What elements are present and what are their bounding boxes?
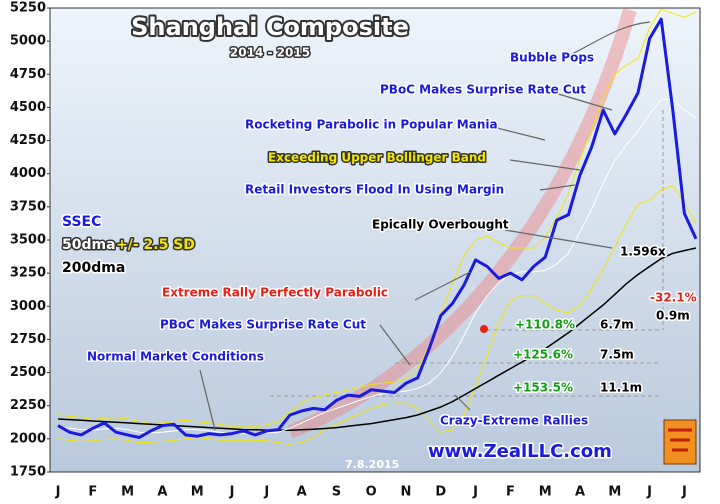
arrow [484, 124, 546, 141]
annotation: Exceeding Upper Bollinger Band [268, 151, 486, 165]
y-tick-label: 4500 [10, 100, 46, 115]
y-tick-label: 1750 [10, 465, 46, 480]
x-tick-label: M [539, 485, 552, 500]
y-tick-label: 2000 [10, 431, 46, 446]
chart-title: Shanghai Composite [131, 13, 409, 41]
legend-label: SSEC [62, 214, 101, 230]
y-tick-label: 5250 [10, 1, 46, 16]
arrow [544, 89, 613, 111]
y-tick-label: 4250 [10, 133, 46, 148]
x-tick-label: D [435, 485, 446, 500]
annotation: +110.8% [515, 318, 575, 332]
annotation: PBoC Makes Surprise Rate Cut [380, 83, 586, 97]
x-tick-label: A [297, 485, 307, 500]
arrow [539, 184, 576, 191]
annotation: +125.6% [513, 348, 573, 362]
y-tick-label: 3500 [10, 233, 46, 248]
annotation: Extreme Rally Perfectly Parabolic [162, 286, 388, 300]
arrows [199, 21, 651, 431]
y-tick-label: 3250 [10, 266, 46, 281]
x-tick-label: O [366, 485, 377, 500]
annotation: 7.8.2015 [345, 458, 399, 471]
arrow [199, 369, 216, 431]
annotation: 0.9m [656, 309, 690, 323]
logo-box [663, 419, 697, 465]
x-tick-label: A [575, 485, 585, 500]
annotation: Epically Overbought [372, 218, 509, 232]
logo-mark [668, 428, 692, 452]
arrow [509, 159, 581, 171]
x-tick-label: M [121, 485, 134, 500]
legend-label: 50dma [62, 237, 116, 253]
annotation: www.ZealLLC.com [428, 441, 612, 462]
x-tick-label: J [681, 485, 687, 500]
y-tick-label: 5000 [10, 34, 46, 49]
annotation: 7.5m [600, 348, 634, 362]
annotation: Rocketing Parabolic in Popular Mania [245, 118, 498, 132]
annotation: +153.5% [513, 381, 573, 395]
legend-label: +/- 2.5 SD [116, 237, 195, 253]
series-layer [57, 8, 698, 445]
y-tick-label: 4750 [10, 67, 46, 82]
band-line [57, 185, 697, 445]
x-tick-label: J [472, 485, 478, 500]
x-tick-label: J [229, 485, 235, 500]
y-tick-label: 2500 [10, 365, 46, 380]
x-tick-label: J [263, 485, 269, 500]
y-tick-label: 2750 [10, 332, 46, 347]
x-tick-label: A [157, 485, 167, 500]
annotation: 6.7m [600, 318, 634, 332]
x-tick-label: N [401, 485, 412, 500]
y-tick-label: 3000 [10, 299, 46, 314]
x-tick-label: F [88, 485, 97, 500]
x-tick-label: J [55, 485, 61, 500]
price-line [57, 17, 698, 439]
arrow [454, 394, 471, 411]
x-tick-label: S [332, 485, 341, 500]
rally-lines [270, 110, 664, 397]
logo [663, 419, 697, 465]
annotation: Crazy-Extreme Rallies [440, 414, 588, 428]
annotation: Normal Market Conditions [87, 350, 264, 364]
x-tick-label: J [646, 485, 652, 500]
arrow [414, 271, 471, 301]
chart-subtitle: 2014 - 2015 [230, 46, 310, 60]
y-tick-label: 2250 [10, 398, 46, 413]
annotation: 1.596x [620, 245, 666, 259]
arrow [504, 229, 613, 249]
arrow [569, 21, 651, 56]
legend-label: 200dma [62, 260, 125, 276]
y-tick-label: 3750 [10, 199, 46, 214]
annotation: Bubble Pops [510, 51, 594, 65]
annotation: 11.1m [600, 381, 642, 395]
y-tick-label: 4000 [10, 166, 46, 181]
annotation: Retail Investors Flood In Using Margin [245, 183, 504, 197]
x-tick-label: M [608, 485, 621, 500]
x-tick-label: F [506, 485, 515, 500]
arrow [379, 324, 411, 366]
indicator-line [57, 99, 697, 435]
marker [480, 325, 488, 333]
x-tick-label: M [191, 485, 204, 500]
plot-area [49, 7, 701, 473]
annotation: PBoC Makes Surprise Rate Cut [160, 318, 366, 332]
annotation: -32.1% [650, 291, 697, 305]
indicator-line [57, 8, 697, 428]
